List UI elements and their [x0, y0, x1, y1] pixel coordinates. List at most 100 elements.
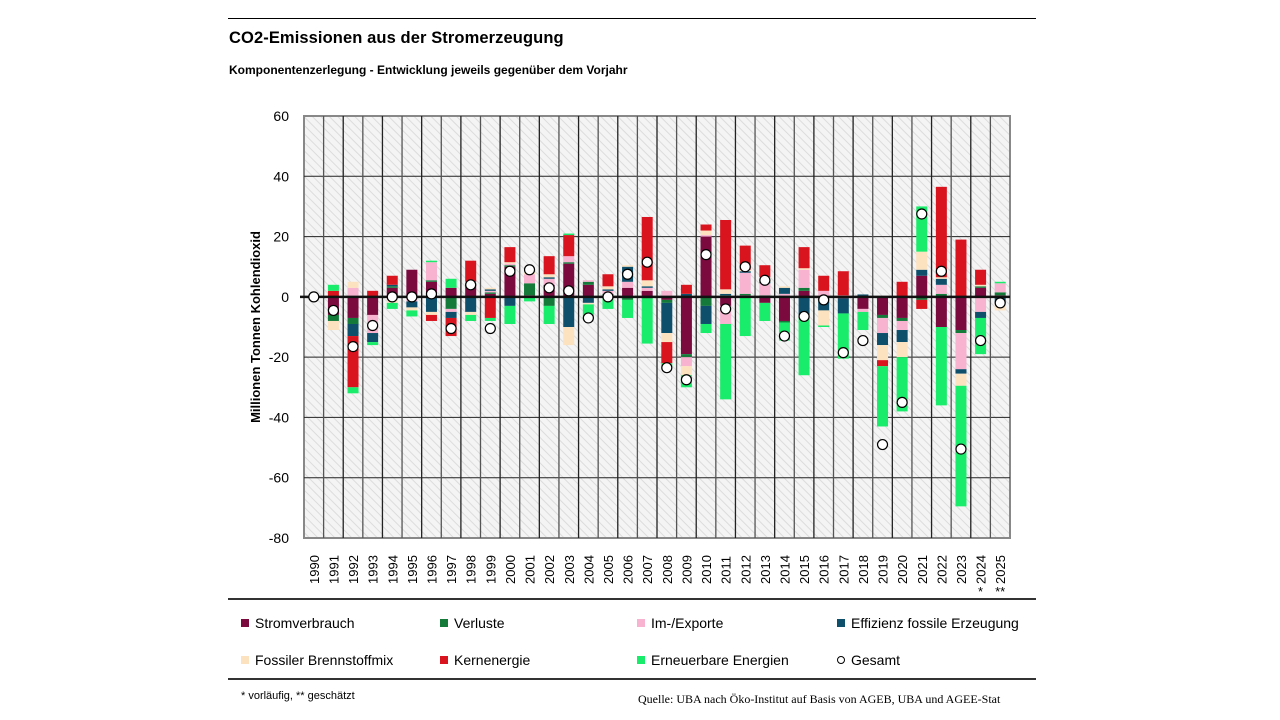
x-tick-label: 2015: [797, 555, 812, 584]
y-tick-label: -40: [269, 409, 289, 425]
bar-segment: [955, 330, 967, 334]
bar-segment: [720, 305, 732, 324]
bar-segment: [406, 269, 418, 297]
x-tick-label: 2021: [915, 555, 930, 584]
bar-segment: [818, 301, 830, 311]
total-marker: [543, 282, 555, 294]
bar-segment: [386, 275, 398, 285]
bar-segment: [916, 296, 928, 300]
chart-title: CO2-Emissionen aus der Stromerzeugung: [229, 29, 564, 47]
bar-segment: [661, 333, 673, 343]
bar-segment: [975, 296, 987, 312]
bar-segment: [406, 301, 418, 308]
bar-segment: [465, 311, 477, 315]
bar-segment: [759, 302, 771, 321]
bar-segment: [563, 263, 575, 297]
bar-segment: [622, 299, 634, 318]
bar-segment: [465, 260, 477, 282]
bar-segment: [994, 281, 1006, 284]
bar-segment: [484, 293, 496, 297]
bar-segment: [877, 345, 889, 361]
bar-segment: [504, 262, 516, 264]
legend-label: Effizienz fossile Erzeugung: [851, 615, 1019, 631]
bar-segment: [425, 260, 437, 263]
bar-segment: [386, 302, 398, 309]
bar-segment: [955, 333, 967, 370]
bar-segment: [563, 262, 575, 264]
legend-swatch: [837, 619, 845, 627]
bar-segment: [798, 296, 810, 315]
bar-segment: [935, 278, 947, 285]
x-tick-label: 2010: [699, 555, 714, 584]
bar-segment: [818, 310, 830, 326]
x-tick-label: 2011: [719, 556, 734, 584]
x-tick-label: 2002: [542, 555, 557, 584]
bar-segment: [367, 296, 379, 315]
bar-segment: [739, 272, 751, 294]
bar-segment: [778, 320, 790, 323]
bar-segment: [347, 387, 359, 394]
bar-segment: [935, 327, 947, 406]
bar-segment: [386, 284, 398, 287]
bar-segment: [563, 233, 575, 236]
bar-segment: [896, 317, 908, 321]
bar-segment: [504, 266, 516, 297]
legend-swatch: [440, 656, 448, 664]
bar-segment: [484, 289, 496, 291]
bar-segment: [896, 296, 908, 318]
bar-segment: [680, 296, 692, 355]
bar-segment: [916, 206, 928, 252]
legend-label: Verluste: [454, 615, 505, 631]
total-marker: [523, 264, 536, 276]
bar-segment: [837, 298, 849, 314]
bar-segment: [543, 277, 555, 279]
bar-segment: [916, 299, 928, 309]
bar-segment: [367, 342, 379, 346]
bar-segment: [700, 236, 712, 297]
bar-segment: [818, 325, 830, 327]
total-marker: [386, 291, 398, 303]
bar-segment: [916, 269, 928, 276]
bar-segment: [798, 290, 810, 297]
bar-segment: [778, 286, 790, 288]
total-marker: [994, 297, 1006, 309]
bar-segment: [484, 287, 496, 290]
top-rule: [228, 18, 1036, 19]
bar-segment: [935, 277, 947, 279]
bar-segment: [641, 290, 653, 297]
bar-segment: [543, 256, 555, 275]
legend-swatch: [637, 656, 645, 664]
bar-segment: [582, 296, 594, 303]
bar-segment: [504, 263, 516, 266]
bar-segment: [975, 269, 987, 285]
bar-segment: [563, 296, 575, 327]
bar-segment: [994, 283, 1006, 293]
bar-segment: [641, 216, 653, 281]
bar-segment: [602, 296, 614, 309]
bar-segment: [857, 311, 869, 331]
x-tick-label: 2005: [601, 555, 616, 584]
bar-segment: [837, 271, 849, 296]
legend-label: Stromverbrauch: [255, 615, 355, 631]
total-marker: [935, 265, 947, 277]
legend-item: Kernenergie: [440, 652, 530, 668]
bar-segment: [975, 287, 987, 297]
bar-segment: [720, 219, 732, 290]
total-marker: [857, 334, 869, 347]
x-tick-label: 2020: [895, 555, 910, 584]
bar-segment: [524, 283, 536, 296]
bar-segment: [367, 333, 379, 343]
total-marker: [818, 294, 830, 306]
bar-segment: [622, 287, 634, 297]
legend-marker-circle: [837, 656, 845, 664]
bar-segment: [955, 373, 967, 386]
legend-label: Gesamt: [851, 652, 901, 668]
bar-segment: [425, 296, 437, 312]
bar-segment: [798, 314, 810, 376]
gridlines: [304, 116, 1010, 538]
bar-segment: [955, 296, 967, 331]
bar-segment: [739, 293, 751, 296]
legend-top-rule: [228, 598, 1036, 600]
x-tick-label: 2012: [738, 555, 753, 584]
x-tick-label: 2017: [836, 555, 851, 584]
